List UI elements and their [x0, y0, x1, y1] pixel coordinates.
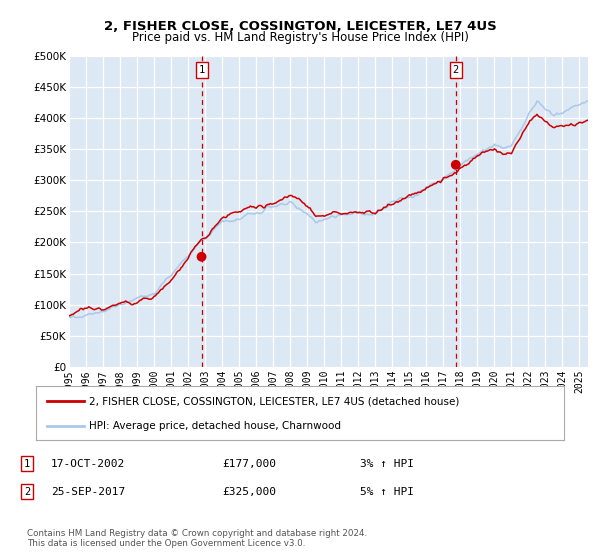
Text: 2: 2 [24, 487, 30, 497]
Text: 17-OCT-2002: 17-OCT-2002 [51, 459, 125, 469]
Text: £177,000: £177,000 [222, 459, 276, 469]
Text: 1: 1 [199, 65, 205, 75]
Text: £325,000: £325,000 [222, 487, 276, 497]
Text: 1: 1 [24, 459, 30, 469]
Text: Price paid vs. HM Land Registry's House Price Index (HPI): Price paid vs. HM Land Registry's House … [131, 31, 469, 44]
Point [197, 253, 206, 262]
Text: This data is licensed under the Open Government Licence v3.0.: This data is licensed under the Open Gov… [27, 539, 305, 548]
Text: 5% ↑ HPI: 5% ↑ HPI [360, 487, 414, 497]
Text: Contains HM Land Registry data © Crown copyright and database right 2024.: Contains HM Land Registry data © Crown c… [27, 529, 367, 538]
Text: 25-SEP-2017: 25-SEP-2017 [51, 487, 125, 497]
Text: HPI: Average price, detached house, Charnwood: HPI: Average price, detached house, Char… [89, 421, 341, 431]
Text: 3% ↑ HPI: 3% ↑ HPI [360, 459, 414, 469]
Text: 2, FISHER CLOSE, COSSINGTON, LEICESTER, LE7 4US (detached house): 2, FISHER CLOSE, COSSINGTON, LEICESTER, … [89, 396, 459, 407]
Text: 2, FISHER CLOSE, COSSINGTON, LEICESTER, LE7 4US: 2, FISHER CLOSE, COSSINGTON, LEICESTER, … [104, 20, 496, 32]
Text: 2: 2 [452, 65, 459, 75]
Point [451, 160, 461, 169]
